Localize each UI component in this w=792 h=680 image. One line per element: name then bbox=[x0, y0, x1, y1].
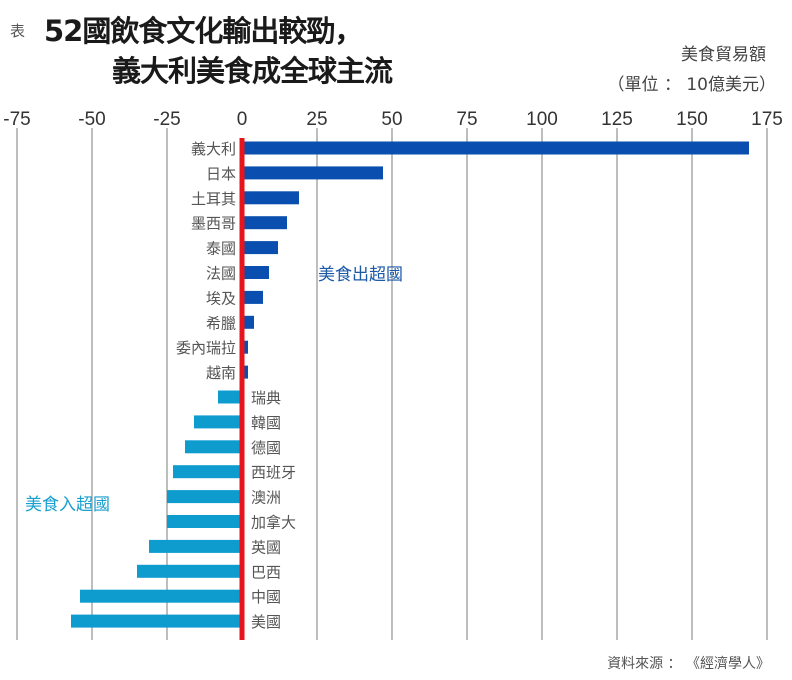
category-label: 希臘 bbox=[206, 314, 236, 332]
x-tick-label: 25 bbox=[306, 109, 327, 130]
import-bar bbox=[167, 515, 242, 528]
export-bar bbox=[242, 266, 269, 279]
category-label: 瑞典 bbox=[251, 389, 281, 407]
x-tick-label: 150 bbox=[676, 109, 708, 130]
import-bar bbox=[167, 490, 242, 504]
x-tick-label: 175 bbox=[751, 109, 783, 130]
import-bar bbox=[137, 564, 242, 578]
import-bar bbox=[185, 440, 242, 454]
annotation-import: 美食入超國 bbox=[25, 495, 110, 515]
export-bar bbox=[242, 241, 278, 255]
category-label: 韓國 bbox=[251, 414, 281, 432]
annotation-export: 美食出超國 bbox=[318, 265, 403, 285]
export-bar bbox=[242, 290, 263, 304]
category-label: 德國 bbox=[251, 439, 281, 457]
export-bar bbox=[242, 216, 287, 230]
import-bar bbox=[80, 589, 242, 603]
category-label: 加拿大 bbox=[251, 514, 296, 532]
unit-label: 美食貿易額 bbox=[681, 45, 766, 65]
export-bar bbox=[242, 340, 248, 354]
chart-title-line2: 義大利美食成全球主流 bbox=[112, 54, 393, 88]
category-label: 法國 bbox=[206, 265, 236, 283]
export-bar bbox=[242, 141, 749, 155]
category-label: 英國 bbox=[251, 538, 281, 556]
category-label: 中國 bbox=[251, 588, 281, 606]
category-label: 美國 bbox=[251, 613, 281, 631]
import-bar bbox=[149, 539, 242, 553]
category-label: 澳洲 bbox=[251, 489, 281, 507]
unit-detail: （單位 ： 10億美元） bbox=[607, 75, 776, 95]
x-tick-label: 75 bbox=[456, 109, 477, 130]
category-label: 義大利 bbox=[191, 140, 236, 158]
x-tick-label: 100 bbox=[526, 109, 558, 130]
table-prefix: 表 bbox=[10, 22, 26, 40]
import-bar bbox=[71, 614, 242, 628]
category-label: 越南 bbox=[206, 364, 236, 382]
export-bar bbox=[242, 191, 299, 205]
category-label: 西班牙 bbox=[251, 464, 296, 482]
x-tick-label: -25 bbox=[153, 109, 180, 130]
export-bar bbox=[242, 365, 248, 379]
x-tick-label: 125 bbox=[601, 109, 633, 130]
import-bar bbox=[173, 465, 242, 479]
export-bar bbox=[242, 315, 254, 329]
import-bar bbox=[218, 390, 242, 404]
x-tick-label: 0 bbox=[237, 109, 248, 130]
chart-title-line1: 52國飲食文化輸出較勁， bbox=[44, 14, 363, 48]
x-tick-label: 50 bbox=[381, 109, 402, 130]
x-tick-label: -75 bbox=[3, 109, 30, 130]
import-bar bbox=[194, 415, 242, 429]
category-label: 巴西 bbox=[251, 563, 281, 581]
category-label: 埃及 bbox=[206, 289, 236, 307]
source-note: 資料來源 ： 《經濟學人》 bbox=[607, 656, 770, 672]
category-label: 土耳其 bbox=[191, 190, 236, 208]
category-label: 泰國 bbox=[206, 240, 236, 258]
export-bar bbox=[242, 166, 383, 180]
category-label: 日本 bbox=[206, 165, 236, 183]
x-tick-label: -50 bbox=[78, 109, 105, 130]
category-label: 墨西哥 bbox=[191, 215, 236, 233]
category-label: 委內瑞拉 bbox=[176, 339, 236, 357]
